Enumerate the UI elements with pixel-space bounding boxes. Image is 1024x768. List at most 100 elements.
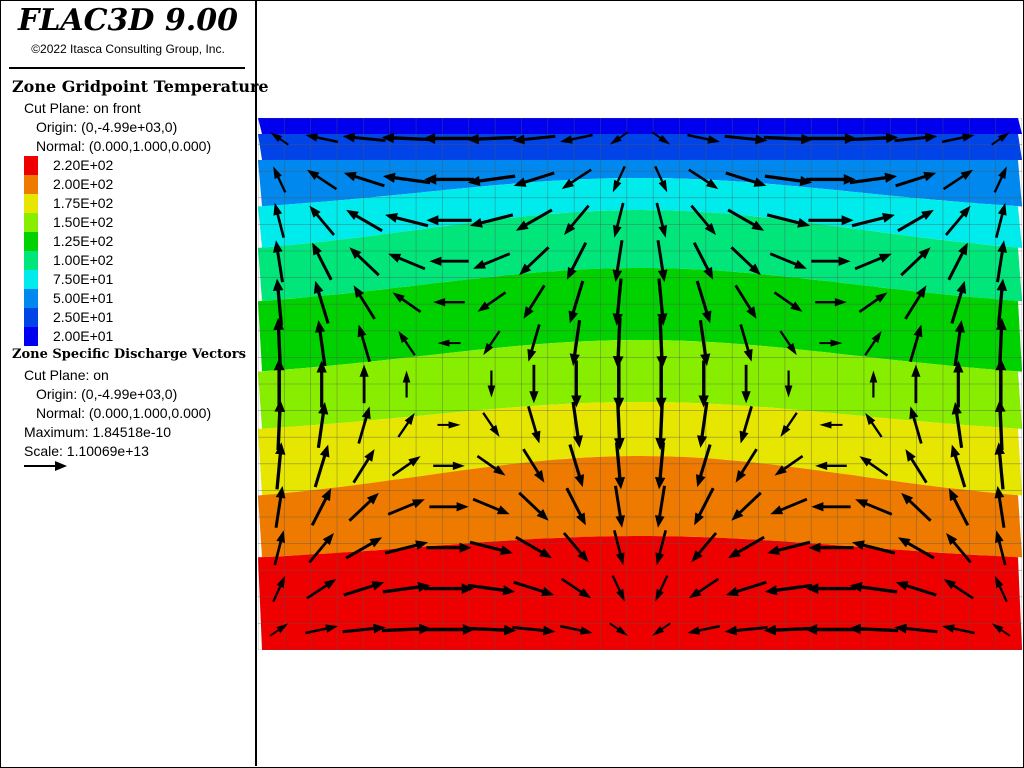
- discharge-vector-head: [784, 385, 793, 398]
- discharge-vector-head: [790, 301, 803, 312]
- discharge-vector: [313, 173, 338, 191]
- discharge-vector: [658, 317, 664, 360]
- discharge-vector-head: [483, 343, 494, 356]
- discharge-vector-head: [353, 285, 364, 299]
- discharge-vector-head: [746, 306, 757, 319]
- discharge-vector: [275, 248, 284, 283]
- contour-origin: Origin: (0,-4.99e+03,0): [36, 119, 178, 135]
- discharge-vector-head: [897, 537, 911, 548]
- discharge-vector: [994, 211, 1005, 239]
- discharge-vector-head: [385, 212, 398, 223]
- temperature-band: [258, 118, 1022, 134]
- discharge-vector-head: [997, 132, 1010, 142]
- discharge-vector: [848, 136, 890, 142]
- contour-cut-plane: Cut Plane: on front: [24, 100, 141, 116]
- discharge-vector-head: [313, 280, 324, 294]
- discharge-vector-head: [448, 421, 461, 429]
- discharge-vector-head: [959, 205, 971, 218]
- discharge-vector: [658, 442, 666, 481]
- discharge-vector: [769, 252, 800, 267]
- discharge-vector-head: [321, 488, 332, 502]
- discharge-vector-head: [473, 259, 487, 269]
- contour-band-label: 2.00E+01: [53, 328, 114, 344]
- discharge-vector-head: [612, 224, 622, 238]
- discharge-vector-head: [349, 247, 362, 259]
- contour-band-label: 1.50E+02: [53, 214, 114, 230]
- discharge-vector-head: [477, 301, 490, 312]
- temperature-band: [258, 134, 1022, 160]
- discharge-vector-head: [652, 626, 665, 636]
- discharge-vector-head: [615, 515, 626, 528]
- discharge-vector-head: [923, 171, 937, 182]
- discharge-vector: [521, 134, 556, 142]
- discharge-vector-head: [767, 545, 780, 556]
- discharge-vector-head: [503, 624, 517, 636]
- model-plot[interactable]: [258, 118, 1022, 650]
- discharge-vector: [657, 529, 668, 557]
- discharge-vector: [690, 204, 712, 229]
- discharge-vector: [351, 135, 386, 143]
- discharge-vector-head: [359, 364, 369, 377]
- discharge-vector-head: [841, 215, 854, 226]
- discharge-vector: [469, 540, 505, 553]
- discharge-vector: [903, 626, 938, 634]
- discharge-vector: [359, 332, 371, 363]
- vector-cut-plane: Cut Plane: on: [24, 367, 109, 383]
- discharge-vector-head: [741, 391, 751, 404]
- discharge-vector: [773, 583, 813, 593]
- discharge-vector: [700, 401, 709, 440]
- discharge-vector-head: [991, 623, 1004, 634]
- discharge-vector-head: [519, 263, 532, 276]
- discharge-vector: [950, 289, 964, 324]
- discharge-vector-head: [577, 550, 589, 563]
- discharge-vector-head: [948, 488, 959, 502]
- discharge-vector: [562, 532, 584, 557]
- discharge-vector-head: [878, 253, 892, 263]
- discharge-vector-head: [942, 624, 955, 633]
- discharge-vector: [784, 412, 798, 431]
- contour-band-label: 1.00E+02: [53, 252, 114, 268]
- discharge-vector-head: [780, 424, 791, 438]
- discharge-vector-head: [489, 424, 500, 438]
- discharge-vector-head: [654, 515, 665, 528]
- discharge-vector-head: [452, 461, 465, 471]
- discharge-vector-head: [527, 348, 537, 362]
- discharge-vector-head: [612, 179, 622, 193]
- discharge-vector: [781, 455, 804, 472]
- discharge-vector-head: [404, 412, 415, 425]
- discharge-vector-head: [834, 297, 847, 307]
- discharge-vector-head: [569, 353, 580, 366]
- discharge-vector: [343, 583, 377, 597]
- discharge-vector: [393, 215, 429, 228]
- discharge-vector-head: [373, 623, 386, 634]
- discharge-vector-head: [943, 578, 957, 590]
- discharge-vector-head: [312, 242, 322, 256]
- discharge-vector-head: [838, 256, 851, 266]
- contour-swatch: [24, 194, 38, 213]
- discharge-vector: [476, 455, 499, 472]
- discharge-vector-head: [700, 353, 711, 366]
- discharge-vector-head: [529, 391, 539, 404]
- discharge-vector: [616, 399, 622, 442]
- discharge-vector: [357, 292, 376, 320]
- discharge-vector: [275, 451, 283, 490]
- discharge-vector: [954, 410, 964, 449]
- discharge-vector: [275, 174, 287, 193]
- discharge-vector-head: [415, 540, 429, 551]
- discharge-vector-head: [748, 263, 761, 276]
- discharge-vector: [345, 540, 376, 560]
- discharge-vector-head: [275, 442, 286, 455]
- discharge-vector-head: [951, 402, 962, 415]
- discharge-vector-head: [657, 313, 668, 326]
- discharge-vector: [739, 448, 758, 476]
- discharge-vector-head: [855, 499, 869, 509]
- discharge-vector: [741, 405, 753, 436]
- discharge-vector-head: [786, 343, 797, 356]
- discharge-vector-head: [995, 317, 1007, 331]
- discharge-vector-head: [273, 358, 285, 371]
- contour-swatch: [24, 251, 38, 270]
- discharge-vector: [657, 278, 665, 317]
- discharge-vector: [518, 491, 544, 516]
- discharge-vector-head: [306, 169, 320, 180]
- discharge-vector: [521, 171, 555, 185]
